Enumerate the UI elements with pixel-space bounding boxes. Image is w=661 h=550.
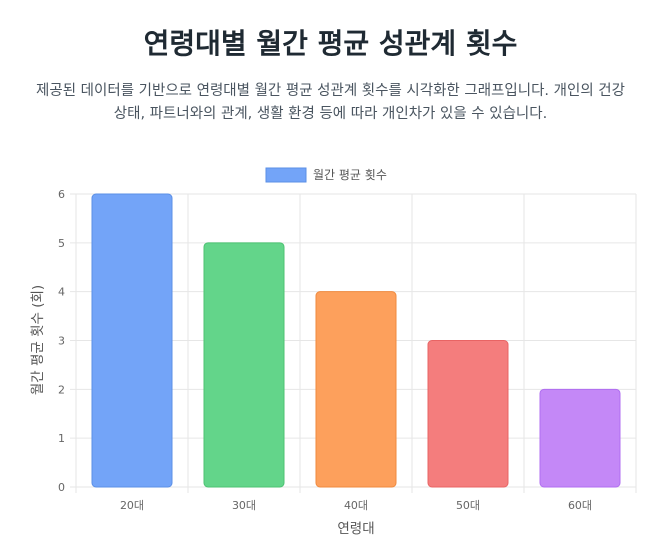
page-description: 제공된 데이터를 기반으로 연령대별 월간 평균 성관계 횟수를 시각화한 그래… [36,83,625,122]
x-tick-label: 40대 [344,499,368,512]
bar-2[interactable] [203,242,285,488]
bar-1[interactable] [91,193,173,488]
x-tick-label: 60대 [568,499,592,512]
y-tick-label: 3 [58,335,65,348]
bar-4[interactable] [427,340,509,488]
bar-3[interactable] [315,291,397,488]
x-axis-title: 연령대 [337,521,374,537]
page-title: 연령대별 월간 평균 성관계 횟수 [143,27,518,60]
axis-ticks: 0 1 2 3 4 5 6 20대 30대 40대 50대 60대 [58,188,592,512]
y-tick-label: 1 [58,432,65,445]
y-tick-label: 4 [58,286,65,299]
legend[interactable]: 월간 평균 횟수 [265,167,387,183]
x-tick-label: 30대 [232,499,256,512]
bar-5[interactable] [539,388,621,488]
x-tick-label: 20대 [120,499,144,512]
legend-swatch [265,167,307,183]
y-tick-label: 5 [58,237,65,250]
legend-label: 월간 평균 횟수 [313,168,387,182]
bars [91,193,621,488]
y-tick-label: 6 [58,188,65,201]
y-axis-title: 월간 평균 횟수 (회) [30,285,46,395]
y-tick-label: 2 [58,383,65,396]
x-tick-label: 50대 [456,499,480,512]
y-tick-label: 0 [58,481,65,494]
